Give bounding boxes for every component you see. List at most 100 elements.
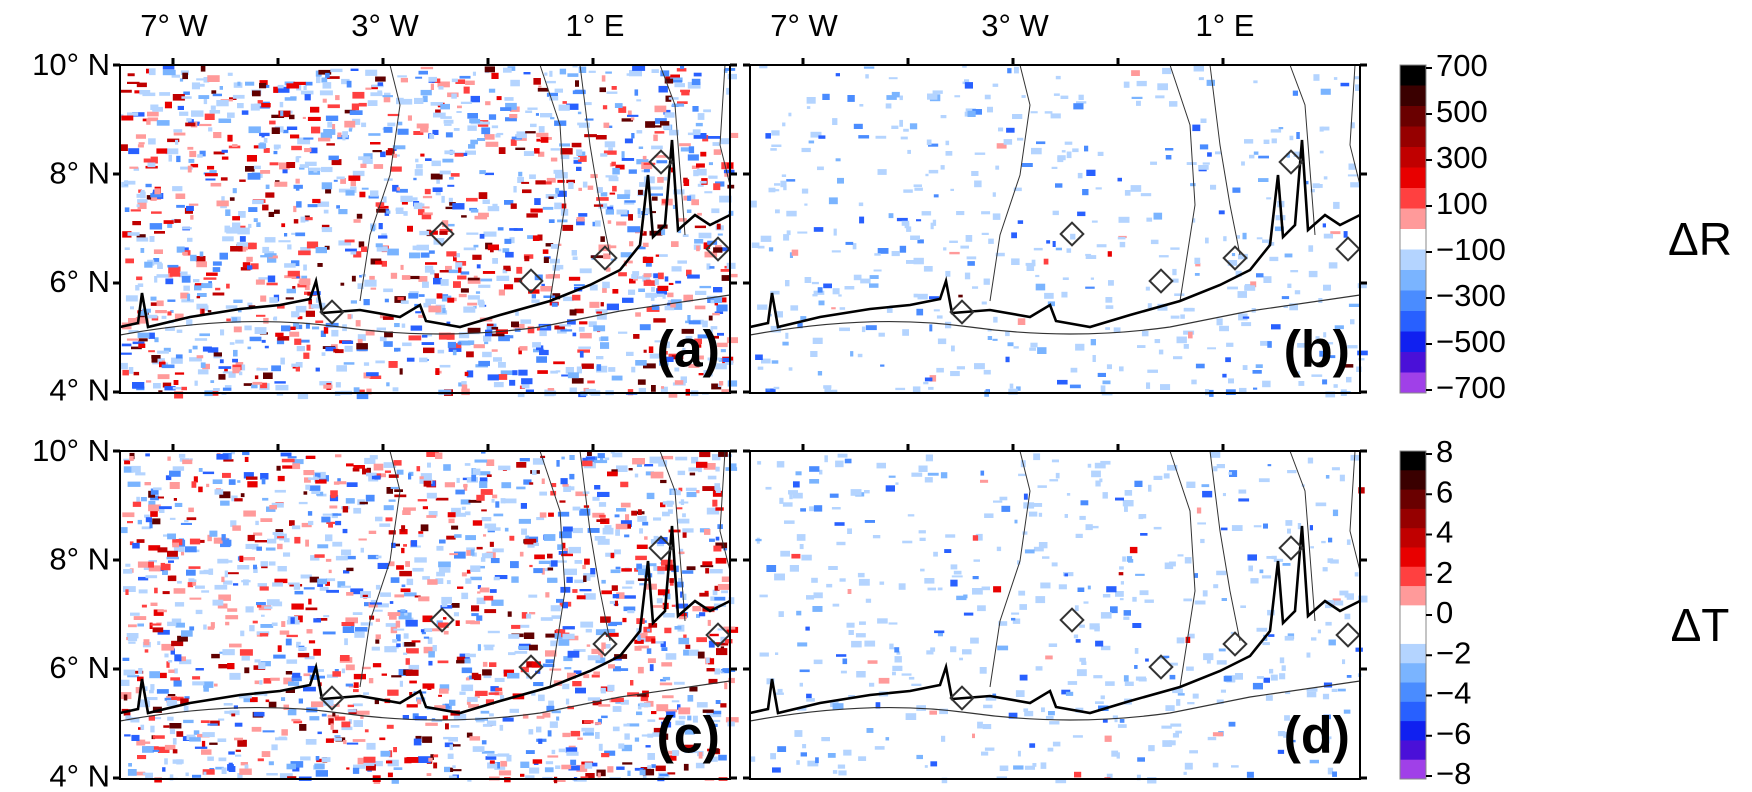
speckle [644, 280, 656, 286]
speckle [362, 188, 369, 190]
speckle [443, 716, 448, 720]
speckle [222, 150, 228, 153]
speckle [203, 681, 213, 688]
speckle [843, 750, 851, 756]
speckle [418, 499, 427, 501]
speckle [594, 485, 600, 490]
speckle [454, 128, 460, 131]
speckle [137, 624, 144, 627]
speckle [779, 611, 784, 617]
speckle [584, 593, 596, 600]
speckle [255, 540, 268, 542]
speckle [696, 163, 705, 167]
speckle [363, 595, 368, 597]
speckle [822, 94, 829, 100]
speckle [305, 540, 309, 547]
speckle [406, 670, 419, 676]
speckle [135, 472, 145, 475]
speckle [498, 362, 506, 368]
speckle [682, 570, 693, 574]
speckle [792, 250, 799, 256]
speckle [651, 639, 655, 644]
speckle [411, 540, 417, 547]
speckle [415, 169, 423, 176]
speckle [997, 547, 1001, 551]
speckle [560, 69, 566, 75]
speckle [316, 756, 320, 760]
speckle [260, 518, 272, 522]
speckle [618, 332, 627, 334]
speckle [1106, 586, 1116, 592]
speckle [682, 528, 693, 532]
speckle [835, 522, 845, 526]
speckle [1147, 370, 1158, 373]
speckle [605, 141, 616, 147]
speckle [657, 286, 668, 291]
speckle [572, 681, 581, 686]
speckle [708, 620, 711, 626]
speckle [341, 283, 345, 286]
speckle [316, 247, 327, 253]
speckle [829, 197, 838, 204]
speckle [205, 114, 215, 120]
speckle [167, 622, 176, 626]
speckle [172, 186, 182, 191]
speckle [358, 339, 363, 343]
speckle [261, 561, 269, 566]
speckle [796, 760, 800, 765]
speckle [556, 629, 565, 633]
speckle [568, 372, 579, 378]
speckle [494, 577, 500, 581]
speckle [546, 659, 555, 663]
speckle [1135, 648, 1139, 654]
speckle [916, 309, 923, 316]
speckle [1159, 255, 1169, 257]
speckle [277, 536, 284, 538]
speckle [774, 183, 780, 186]
speckle [796, 471, 802, 475]
speckle [1263, 276, 1271, 283]
speckle [1074, 772, 1081, 778]
speckle [892, 251, 900, 256]
speckle [711, 208, 719, 213]
speckle [165, 148, 178, 154]
speckle [262, 478, 266, 484]
speckle [660, 683, 672, 686]
speckle [387, 249, 399, 256]
speckle [485, 553, 493, 559]
speckle [305, 82, 312, 86]
speckle [1125, 682, 1134, 686]
speckle [580, 622, 593, 628]
speckle [300, 756, 311, 760]
speckle [347, 743, 358, 745]
speckle [404, 633, 409, 638]
speckle [197, 296, 201, 298]
speckle [1347, 675, 1352, 678]
speckle [439, 689, 449, 694]
speckle [488, 245, 499, 251]
speckle [1065, 142, 1073, 145]
speckle [1000, 766, 1009, 772]
speckle [225, 571, 228, 578]
speckle [949, 241, 958, 243]
speckle [1239, 388, 1247, 393]
speckle [205, 179, 215, 181]
speckle [1201, 119, 1207, 124]
speckle [577, 595, 586, 599]
speckle [651, 472, 664, 479]
speckle [1011, 613, 1019, 615]
speckle [621, 668, 628, 671]
speckle [538, 86, 541, 88]
speckle [692, 106, 698, 112]
speckle [133, 502, 141, 507]
speckle [252, 200, 264, 204]
speckle [451, 725, 460, 728]
speckle [394, 767, 403, 770]
speckle [664, 628, 671, 634]
speckle [306, 311, 315, 317]
speckle [380, 337, 387, 342]
speckle [1122, 556, 1126, 561]
speckle [231, 714, 235, 717]
speckle [597, 492, 610, 497]
speckle [1268, 464, 1272, 466]
